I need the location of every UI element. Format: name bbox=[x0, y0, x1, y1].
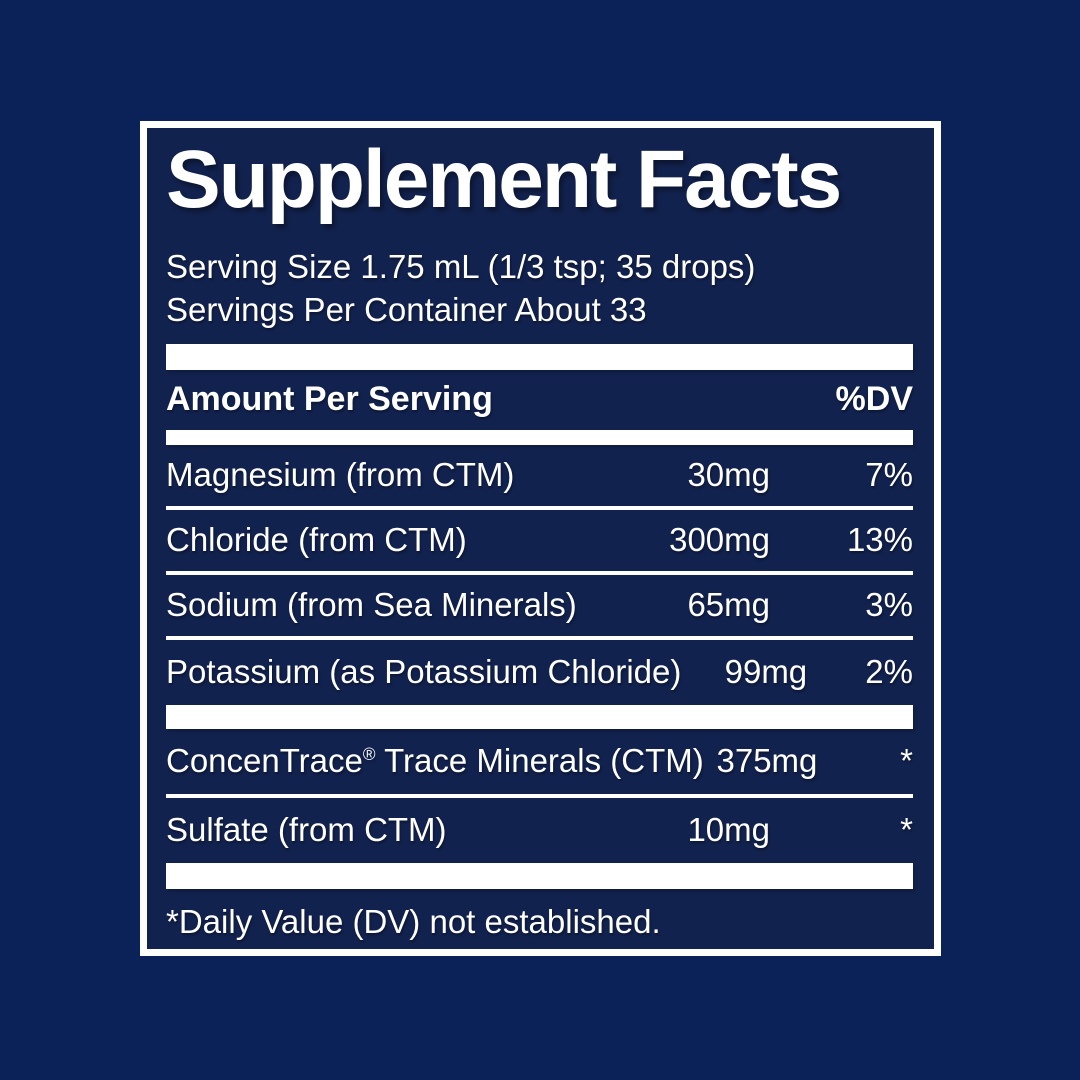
separator-bar-header bbox=[166, 429, 913, 445]
nutrient-name-brand: ConcenTrace bbox=[166, 742, 363, 780]
table-row-chloride: Chloride (from CTM) 300mg 13% bbox=[166, 510, 913, 575]
separator-bar-top bbox=[166, 343, 913, 370]
nutrient-amount: 375mg bbox=[716, 742, 818, 780]
nutrient-name: Magnesium (from CTM) bbox=[166, 456, 515, 494]
nutrient-name: Sodium (from Sea Minerals) bbox=[166, 586, 577, 624]
separator-bar-bottom bbox=[166, 862, 913, 889]
separator-bar-middle bbox=[166, 704, 913, 729]
nutrient-name-rest: Trace Minerals (CTM) bbox=[375, 742, 704, 780]
amount-per-serving-label: Amount Per Serving bbox=[166, 380, 493, 419]
nutrient-dv: 7% bbox=[865, 456, 913, 494]
table-row-magnesium: Magnesium (from CTM) 30mg 7% bbox=[166, 445, 913, 510]
table-header: Amount Per Serving %DV bbox=[166, 370, 913, 430]
nutrient-name: ConcenTrace® Trace Minerals (CTM) bbox=[166, 742, 704, 780]
table-row-concentrace: ConcenTrace® Trace Minerals (CTM) 375mg … bbox=[166, 729, 913, 798]
nutrient-dv: * bbox=[900, 811, 913, 849]
nutrient-dv: 13% bbox=[846, 521, 913, 559]
panel-title: Supplement Facts bbox=[166, 134, 842, 225]
nutrient-dv: * bbox=[900, 742, 913, 780]
nutrient-name: Sulfate (from CTM) bbox=[166, 811, 447, 849]
nutrient-dv: 3% bbox=[865, 586, 913, 624]
serving-info: Serving Size 1.75 mL (1/3 tsp; 35 drops)… bbox=[166, 245, 913, 332]
nutrient-name: Chloride (from CTM) bbox=[166, 521, 467, 559]
servings-per-container-text: Servings Per Container About 33 bbox=[166, 291, 647, 329]
nutrient-amount: 30mg bbox=[687, 456, 770, 494]
percent-dv-label: %DV bbox=[835, 380, 913, 419]
registered-trademark-symbol: ® bbox=[362, 744, 376, 765]
nutrient-amount: 99mg bbox=[724, 653, 808, 691]
table-row-sulfate: Sulfate (from CTM) 10mg * bbox=[166, 798, 913, 863]
nutrient-name: Potassium (as Potassium Chloride) bbox=[166, 653, 682, 691]
nutrient-amount: 65mg bbox=[687, 586, 770, 624]
nutrient-dv: 2% bbox=[865, 653, 913, 691]
supplement-facts-panel: Supplement Facts Serving Size 1.75 mL (1… bbox=[140, 121, 941, 956]
nutrient-amount: 300mg bbox=[669, 521, 770, 559]
serving-size-text: Serving Size 1.75 mL (1/3 tsp; 35 drops) bbox=[166, 247, 756, 285]
table-row-potassium: Potassium (as Potassium Chloride) 99mg 2… bbox=[166, 640, 913, 705]
table-row-sodium: Sodium (from Sea Minerals) 65mg 3% bbox=[166, 575, 913, 640]
nutrient-amount: 10mg bbox=[687, 811, 770, 849]
daily-value-footnote: *Daily Value (DV) not established. bbox=[166, 902, 661, 940]
